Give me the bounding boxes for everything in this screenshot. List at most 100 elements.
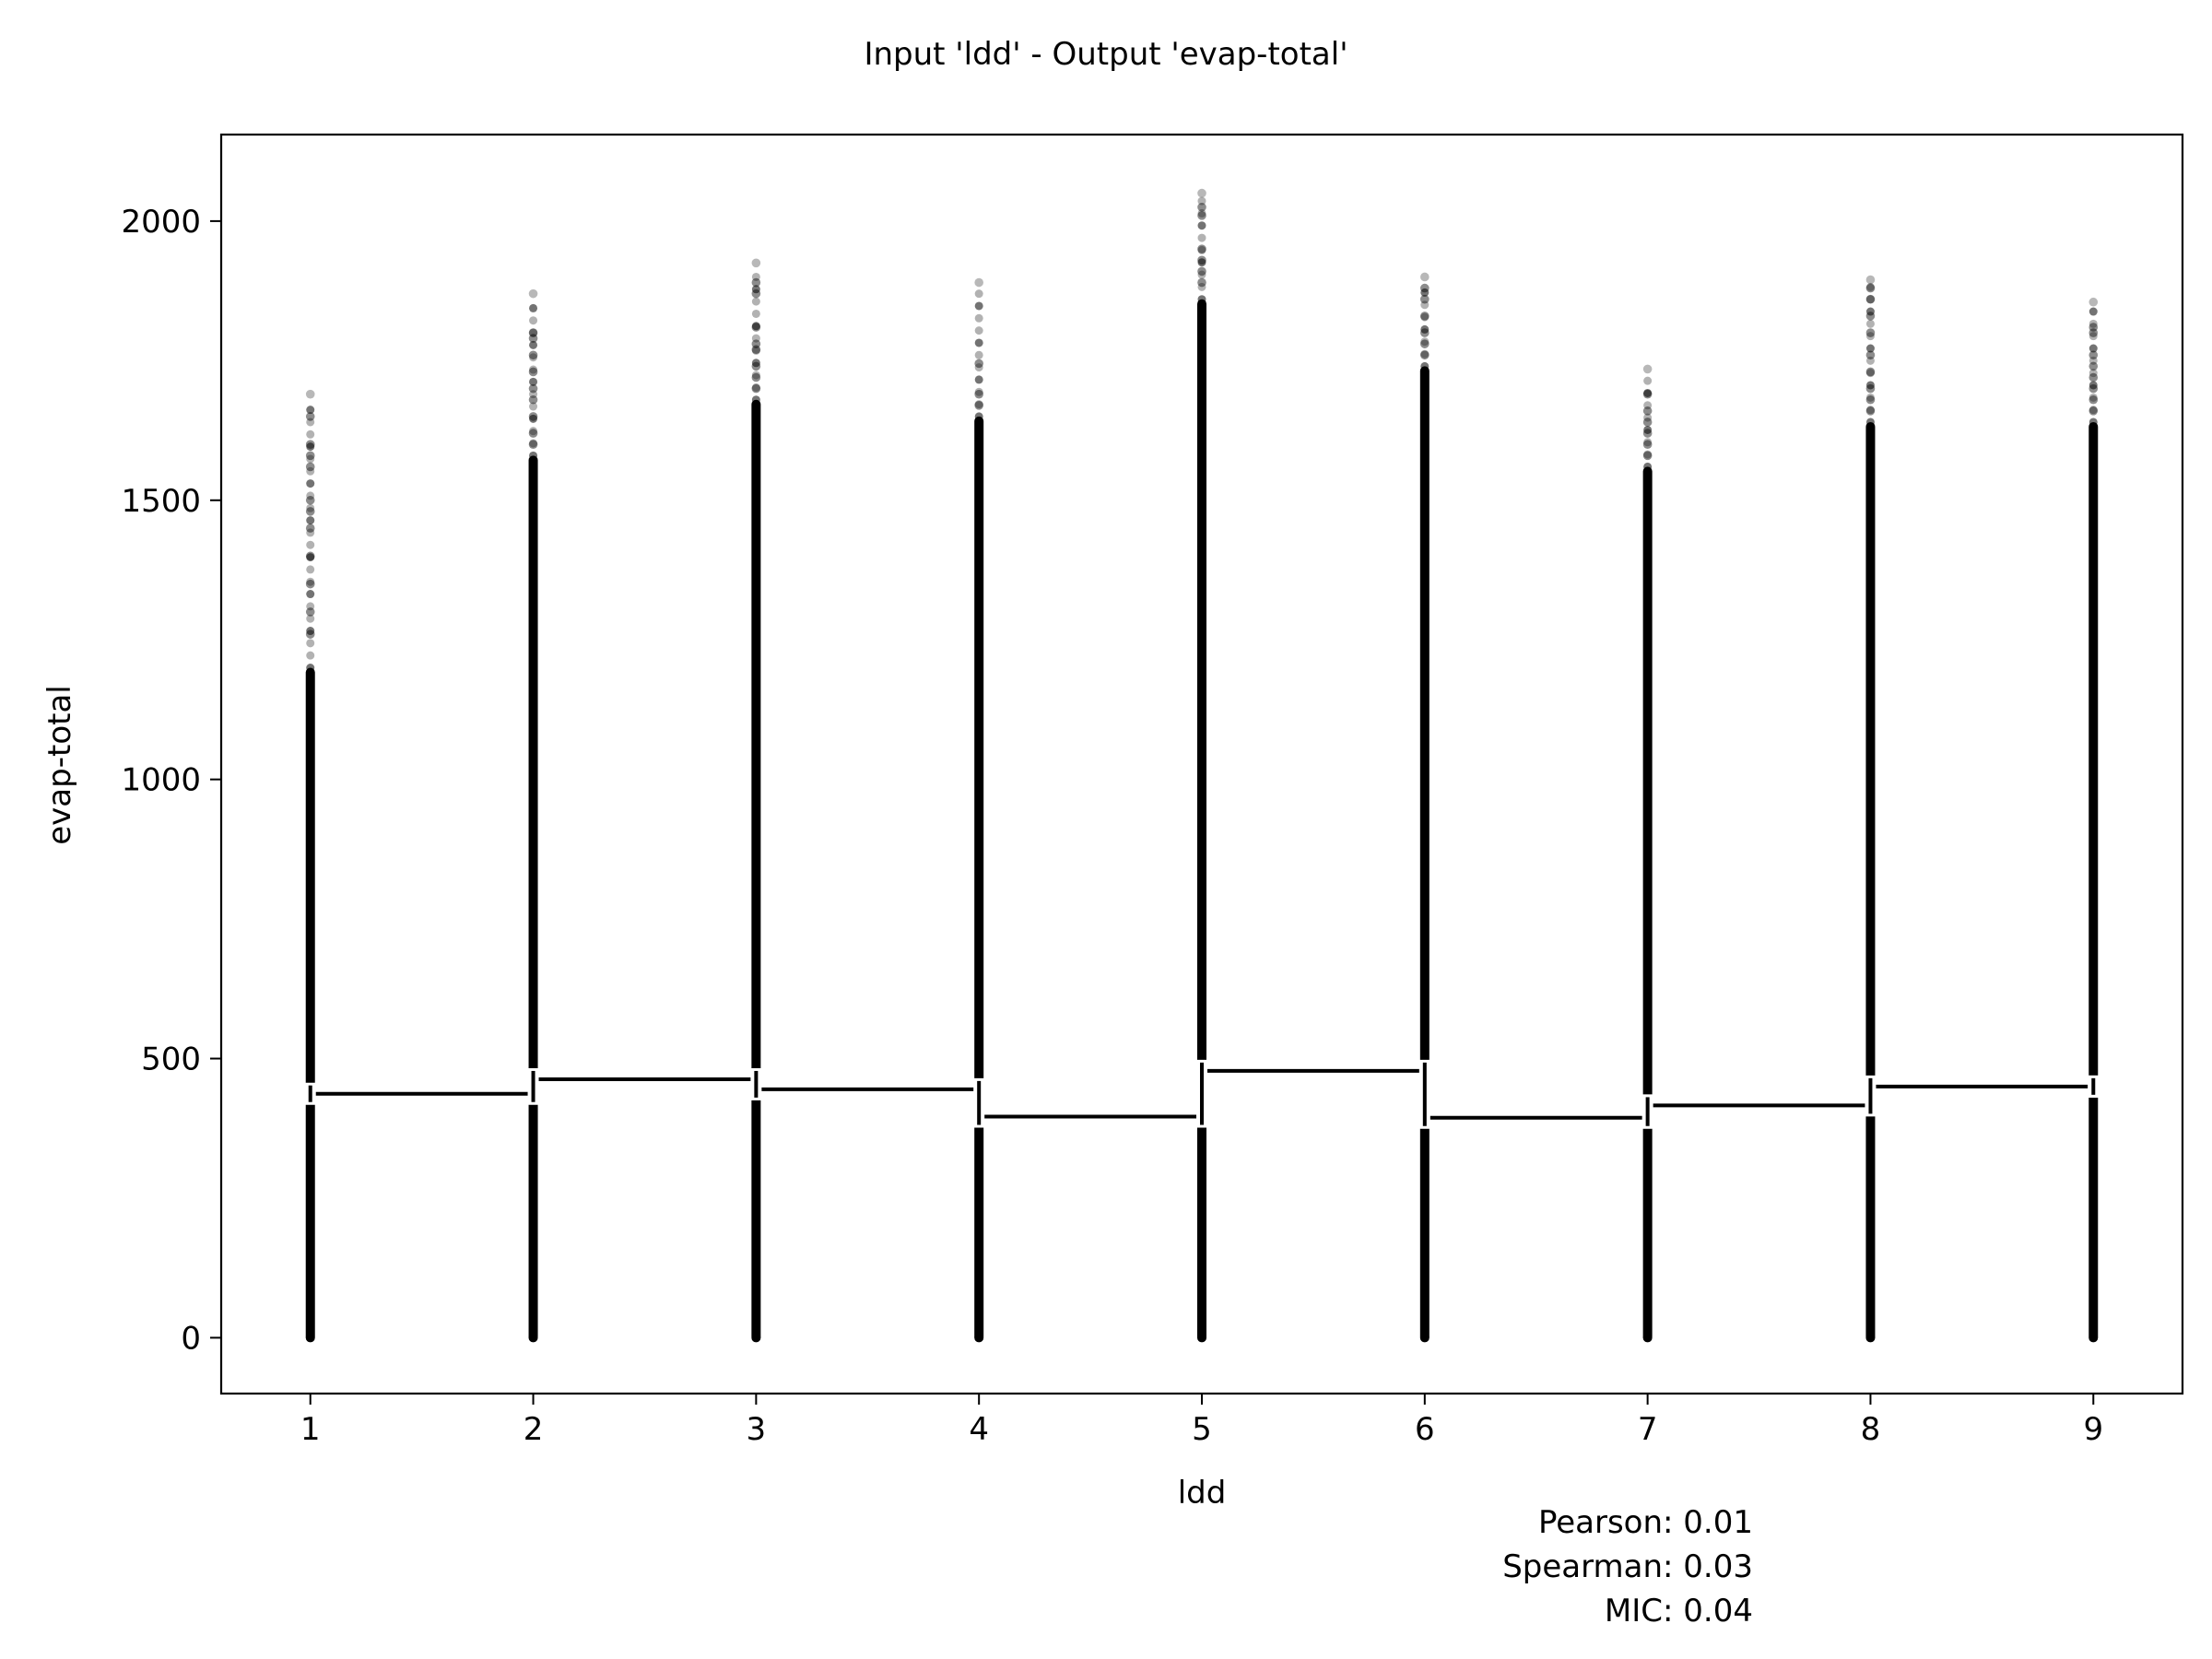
data-point (2088, 332, 2098, 341)
data-point (974, 359, 983, 369)
data-point (1420, 312, 1430, 322)
data-point (1865, 406, 1875, 415)
data-point (974, 350, 983, 359)
data-point (305, 551, 315, 561)
data-point (2088, 406, 2098, 415)
data-point (528, 412, 538, 421)
data-point (1197, 282, 1206, 291)
data-point (528, 440, 538, 449)
data-point (1865, 283, 1876, 293)
data-point (1642, 389, 1653, 399)
x-tick-label: 9 (2083, 1411, 2103, 1448)
data-point (1420, 339, 1430, 348)
data-point (1197, 277, 1206, 288)
data-point (974, 326, 983, 335)
data-point (974, 389, 983, 399)
data-point (1865, 1333, 1876, 1343)
data-point (306, 491, 315, 500)
data-point (528, 383, 538, 394)
data-point (306, 577, 315, 586)
data-point (529, 377, 538, 386)
y-tick-label: 1000 (121, 762, 201, 799)
data-point (529, 414, 538, 423)
data-point (528, 288, 538, 299)
x-tick-label: 7 (1638, 1411, 1658, 1448)
x-tick-label: 3 (747, 1411, 767, 1448)
data-point (306, 627, 315, 636)
data-point (974, 1333, 984, 1343)
data-point (1865, 294, 1876, 304)
data-point (1420, 328, 1430, 337)
correlation-stats: Pearson: 0.01 Spearman: 0.03 MIC: 0.04 (1502, 1504, 1753, 1630)
data-point (529, 439, 538, 448)
data-point (974, 289, 983, 299)
data-point (1420, 361, 1430, 371)
data-point (1197, 211, 1206, 220)
point-column-1 (305, 389, 315, 1343)
data-point (306, 406, 315, 415)
data-point (1197, 244, 1206, 253)
data-point (2088, 394, 2099, 405)
data-point (528, 328, 538, 337)
data-point (1865, 344, 1875, 353)
data-point (1197, 202, 1206, 212)
data-point (1865, 350, 1876, 360)
data-point (1420, 349, 1430, 359)
data-point (2088, 307, 2098, 316)
data-point (2088, 1333, 2099, 1343)
data-point (1865, 381, 1875, 390)
scatter-points (305, 188, 2099, 1343)
data-point (2088, 369, 2098, 378)
stat-mic: MIC: 0.04 (1605, 1593, 1753, 1630)
data-point (751, 277, 761, 288)
y-tick-label: 1500 (121, 483, 201, 520)
data-point (751, 372, 761, 382)
data-point (1642, 406, 1653, 416)
point-column-5 (1197, 188, 1206, 1343)
x-axis: 1 2 3 4 5 6 7 8 9 (300, 1394, 2103, 1448)
data-point (751, 288, 761, 299)
data-point (529, 316, 538, 325)
data-point (751, 258, 761, 268)
data-point (305, 507, 315, 516)
data-point (306, 516, 315, 525)
data-point (306, 590, 315, 599)
data-point (306, 602, 315, 611)
data-point (2088, 393, 2098, 402)
data-point (529, 340, 538, 349)
data-point (2088, 350, 2099, 360)
data-point (305, 462, 315, 472)
data-point (1197, 196, 1206, 206)
data-point (528, 367, 538, 377)
data-point (1865, 369, 1875, 378)
data-point (305, 524, 315, 533)
data-point (306, 454, 315, 464)
data-point (1865, 295, 1875, 304)
data-point (529, 390, 538, 399)
data-point (529, 328, 538, 337)
data-point (1420, 350, 1430, 360)
data-point (306, 651, 315, 660)
data-point (751, 309, 760, 318)
point-cluster (1865, 421, 1876, 1342)
data-point (1865, 394, 1876, 405)
x-tick-label: 6 (1415, 1411, 1435, 1448)
data-point (974, 277, 983, 288)
point-cluster (1419, 366, 1430, 1342)
point-column-6 (1419, 272, 1430, 1343)
data-point (528, 350, 538, 360)
data-point (1865, 328, 1876, 337)
data-point (1420, 324, 1430, 334)
data-point (2088, 383, 2099, 394)
point-cluster (2088, 421, 2099, 1342)
data-point (974, 313, 983, 323)
data-point (751, 339, 761, 348)
data-point (751, 345, 761, 355)
data-point (305, 389, 315, 399)
data-point (1865, 356, 1875, 365)
data-point (2088, 406, 2099, 416)
point-column-7 (1642, 364, 1653, 1343)
data-point (751, 272, 760, 281)
data-point (751, 371, 760, 380)
